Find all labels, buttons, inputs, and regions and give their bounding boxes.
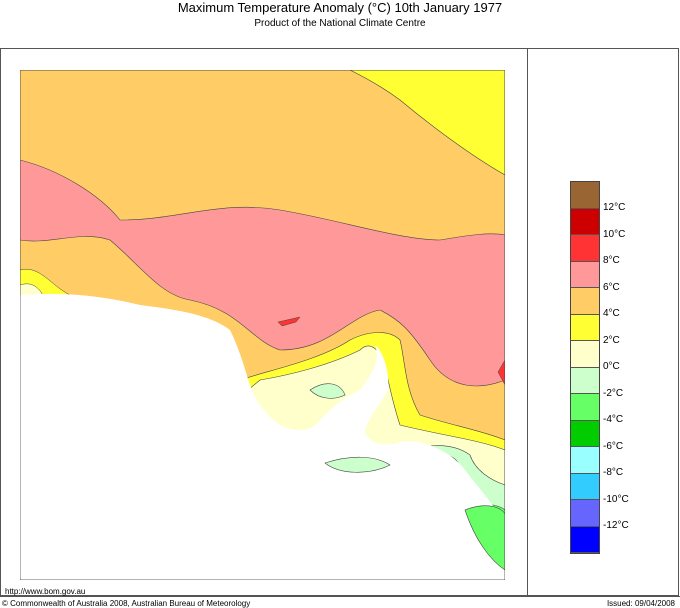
legend-label: -6°C [603, 440, 624, 452]
kangaroo-island [324, 456, 391, 473]
region-8-10-east [497, 359, 505, 386]
legend-swatch [571, 526, 599, 553]
copyright: © Commonwealth of Australia 2008, Austra… [2, 599, 251, 608]
legend-swatch [571, 420, 599, 447]
map-frame [0, 48, 679, 596]
legend-swatch [571, 473, 599, 500]
legend-label: -12°C [603, 520, 629, 531]
map-title: Maximum Temperature Anomaly (°C) 10th Ja… [177, 0, 503, 15]
legend-label: 10°C [603, 228, 626, 240]
legend-label: 12°C [603, 202, 626, 213]
source-url[interactable]: http://www.bom.gov.au [5, 587, 86, 596]
map-subtitle: Product of the National Climate Centre [254, 18, 426, 29]
region-6-8 [20, 159, 505, 387]
footer-divider [0, 596, 680, 597]
legend-label: -10°C [603, 493, 629, 505]
legend-divider [527, 48, 528, 596]
legend-swatch [571, 341, 599, 368]
legend-label: 4°C [603, 308, 620, 319]
legend-swatch [571, 288, 599, 315]
legend-swatch [571, 261, 599, 288]
legend-swatch [571, 208, 599, 235]
legend-swatch [571, 314, 599, 341]
ocean [20, 293, 505, 580]
region-neg4-neg2-coast [464, 505, 505, 571]
issued-date: Issued: 09/04/2008 [606, 599, 675, 608]
legend-label: 6°C [603, 281, 620, 293]
legend-swatch [571, 500, 599, 527]
region-2-4-north [349, 70, 505, 176]
legend-label: 0°C [603, 361, 620, 372]
region-8-10 [277, 316, 301, 327]
legend-swatch [571, 367, 599, 394]
legend-swatch [571, 235, 599, 262]
legend-label: -2°C [603, 387, 624, 399]
legend-label: 2°C [603, 334, 620, 346]
legend-label: -8°C [603, 467, 624, 478]
legend-swatch [571, 447, 599, 474]
legend-swatch [571, 182, 599, 209]
region-neg2-0-a [309, 383, 346, 399]
legend-swatch [571, 394, 599, 421]
legend-label: -4°C [603, 414, 624, 425]
legend-colorbar [570, 181, 600, 554]
legend-label: 8°C [603, 255, 620, 266]
anomaly-map [20, 70, 505, 580]
